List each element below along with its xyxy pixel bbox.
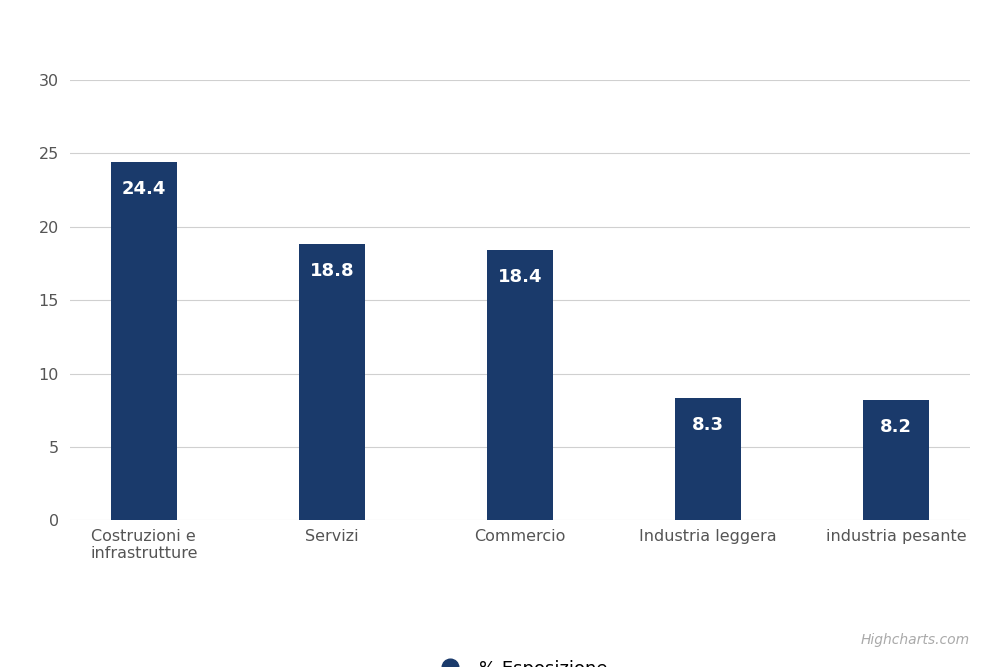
Bar (299, 244, 365, 520)
Text: Highcharts.com: Highcharts.com (861, 633, 970, 647)
Text: 8.2: 8.2 (880, 418, 912, 436)
Bar (863, 400, 929, 520)
Bar (487, 250, 553, 520)
Text: 18.8: 18.8 (310, 262, 354, 280)
Text: 8.3: 8.3 (692, 416, 724, 434)
Bar (675, 398, 741, 520)
Legend: % Esposizione: % Esposizione (425, 652, 615, 667)
Text: 18.4: 18.4 (498, 268, 542, 286)
Bar (111, 162, 177, 520)
Text: 24.4: 24.4 (122, 180, 166, 198)
